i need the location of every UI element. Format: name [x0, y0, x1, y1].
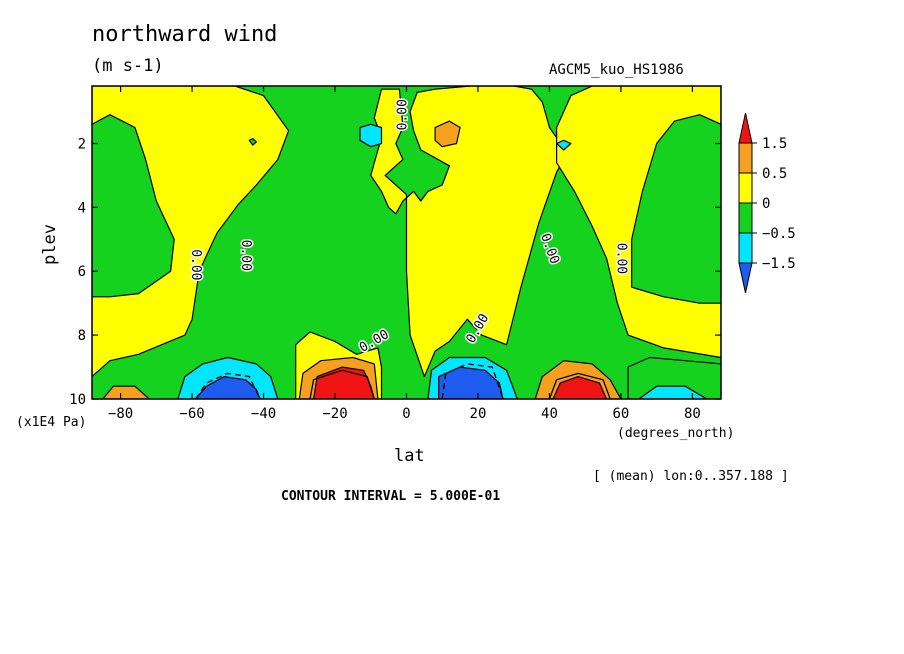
x-axis-label: lat: [394, 446, 425, 466]
x-tick-label-2: −40: [251, 406, 276, 422]
x-axis: −80 −60 −40 −20 0 20 40 60 80: [108, 86, 701, 422]
contour-label-3: 0.00: [395, 99, 410, 130]
contour-region-17: [359, 123, 383, 148]
y-tick-label-1: 4: [78, 200, 86, 216]
colorbar-label-0: 1.5: [762, 136, 787, 152]
x-tick-label-5: 20: [470, 406, 487, 422]
y-tick-label-2: 6: [78, 264, 86, 280]
y-axis-label: plev: [40, 224, 60, 265]
contour-label-1: 0.00: [238, 240, 253, 271]
x-tick-label-0: −80: [108, 406, 133, 422]
colorbar-segment-1: [738, 142, 753, 174]
dashed-contour-0: [195, 372, 261, 399]
y-axis-units: (x1E4 Pa): [16, 415, 87, 430]
solid-contour-0: [309, 369, 375, 399]
contour-region-16: [638, 385, 708, 399]
contour-lines: [195, 363, 611, 399]
colorbar-segment-3: [738, 202, 753, 234]
x-tick-label-3: −20: [322, 406, 347, 422]
chart-title: northward wind: [92, 22, 278, 47]
y-tick-label-3: 8: [78, 328, 86, 344]
contour-region-20: [248, 138, 257, 146]
colorbar-segment-0: [738, 112, 753, 144]
x-axis-units: (degrees_north): [617, 426, 735, 441]
contour-region-6: [627, 356, 721, 399]
run-label: AGCM5_kuo_HS1986: [549, 62, 684, 78]
x-tick-label-8: 80: [684, 406, 701, 422]
subset-label: [ (mean) lon:0..357.188 ]: [593, 469, 789, 484]
solid-contour-1: [548, 372, 611, 399]
contour-region-2: [370, 86, 568, 378]
contour-region-8: [195, 376, 261, 399]
colorbar-label-1: 0.5: [762, 166, 787, 182]
y-axis: 2 4 6 8 10: [69, 136, 721, 408]
x-tick-label-4: 0: [402, 406, 410, 422]
colorbar-segment-5: [738, 262, 753, 294]
contour-label-6: 0.00: [613, 243, 628, 274]
colorbar-segment-4: [738, 232, 753, 264]
contour-region-19: [555, 139, 572, 151]
colorbar-label-2: 0: [762, 196, 770, 212]
y-tick-label-4: 10: [69, 392, 86, 408]
x-tick-label-1: −60: [179, 406, 204, 422]
y-tick-label-0: 2: [78, 136, 86, 152]
chart-units: (m s-1): [92, 56, 164, 76]
colorbar: 1.5 0.5 0 −0.5 −1.5: [738, 112, 796, 294]
x-tick-label-7: 60: [613, 406, 630, 422]
contour-region-18: [434, 120, 461, 148]
contour-interval-label: CONTOUR INTERVAL = 5.000E-01: [281, 489, 501, 504]
colorbar-segment-2: [738, 172, 753, 204]
contour-region-5: [631, 114, 721, 304]
contour-region-12: [438, 366, 504, 399]
colorbar-label-3: −0.5: [762, 226, 796, 242]
colorbar-label-4: −1.5: [762, 256, 796, 272]
dashed-contour-1: [441, 363, 504, 399]
x-tick-label-6: 40: [541, 406, 558, 422]
contour-fills: [92, 86, 721, 399]
contour-region-15: [102, 385, 150, 399]
contour-region-14: [552, 376, 608, 399]
y-axis-label-wrap: plev: [26, 224, 66, 265]
contour-label-0: 0.00: [188, 249, 203, 280]
contour-region-1: [92, 114, 175, 298]
